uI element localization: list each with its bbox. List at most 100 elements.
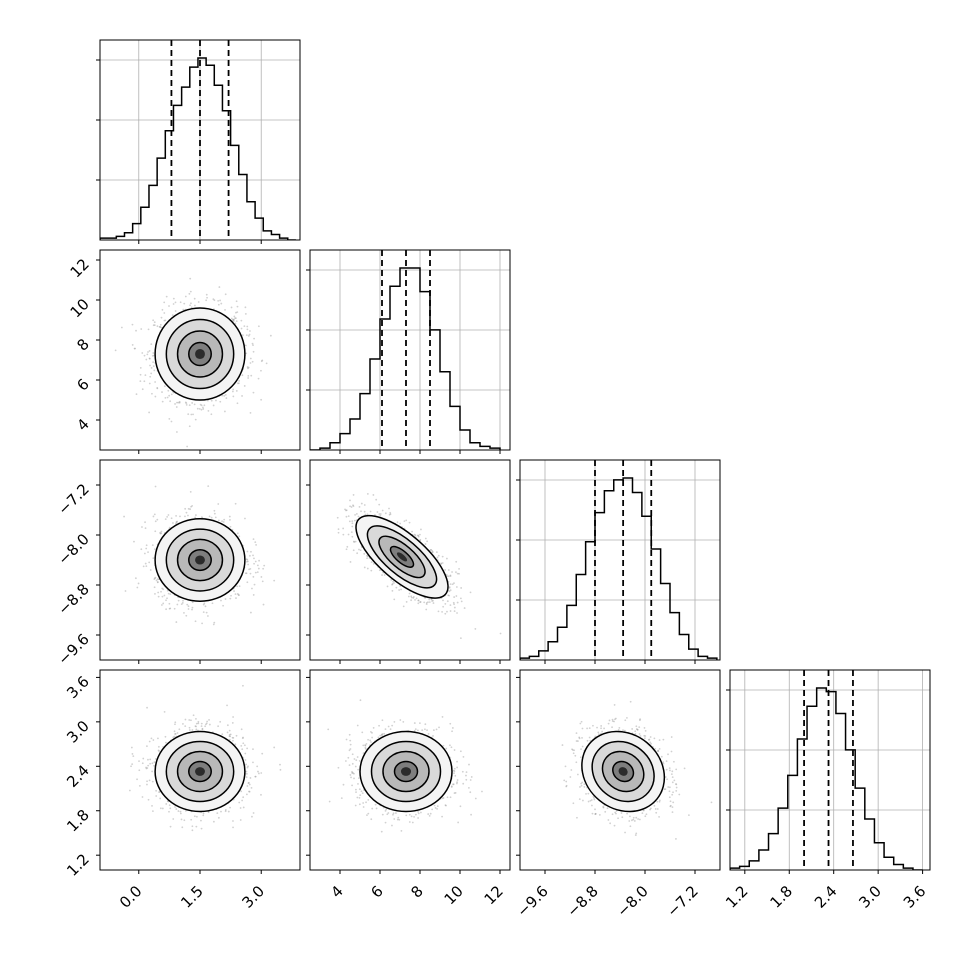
scatter-point: [183, 302, 186, 305]
scatter-point: [206, 296, 208, 299]
scatter-point: [253, 583, 256, 586]
scatter-point: [417, 534, 419, 537]
scatter-point: [248, 333, 251, 336]
scatter-point: [237, 593, 240, 596]
scatter-point: [230, 594, 232, 597]
scatter-point: [224, 293, 227, 296]
scatter-point: [154, 485, 157, 488]
scatter-point: [156, 325, 159, 328]
scatter-point: [245, 560, 248, 563]
scatter-point: [440, 562, 443, 565]
scatter-point: [456, 612, 458, 614]
panel-frame: [519, 459, 721, 661]
scatter-point: [447, 575, 450, 578]
scatter-point: [194, 418, 197, 421]
scatter-point: [184, 507, 187, 510]
scatter-point: [447, 569, 450, 571]
scatter-point: [171, 314, 174, 317]
scatter-point: [399, 522, 402, 525]
scatter-point: [363, 552, 366, 555]
scatter-point: [351, 535, 354, 538]
scatter-point: [238, 585, 241, 588]
scatter-point: [261, 580, 264, 583]
scatter-point: [224, 393, 227, 396]
scatter-point: [174, 301, 177, 304]
scatter-point: [174, 310, 177, 312]
scatter-point: [187, 413, 190, 416]
scatter-point: [190, 302, 192, 305]
scatter-point: [201, 622, 203, 625]
scatter-point: [168, 602, 171, 605]
scatter-point: [437, 554, 440, 557]
scatter-point: [408, 521, 411, 524]
scatter-point: [431, 551, 434, 554]
scatter-point: [235, 317, 237, 320]
scatter-point: [352, 549, 355, 552]
scatter-point: [192, 413, 194, 416]
scatter-point: [154, 530, 157, 533]
histogram-panel: [516, 459, 721, 664]
scatter-point: [210, 516, 213, 519]
scatter-point: [235, 300, 238, 303]
scatter-point: [204, 605, 207, 608]
scatter-point: [189, 490, 192, 493]
scatter-point: [154, 381, 157, 383]
scatter-point: [236, 311, 239, 314]
scatter-point: [148, 411, 151, 414]
scatter-point: [248, 554, 251, 557]
scatter-point: [249, 611, 252, 614]
scatter-point: [389, 513, 392, 515]
scatter-point: [384, 512, 387, 515]
scatter-point: [139, 373, 142, 376]
scatter-point: [342, 527, 345, 530]
scatter-point: [160, 530, 163, 533]
scatter-point: [175, 431, 178, 433]
density-panel: [96, 459, 301, 664]
scatter-point: [185, 402, 188, 405]
scatter-point: [168, 526, 171, 529]
scatter-point: [250, 787, 253, 789]
scatter-point: [142, 565, 145, 568]
scatter-point: [353, 519, 356, 522]
scatter-point: [245, 558, 248, 561]
scatter-point: [431, 600, 433, 602]
scatter-point: [152, 739, 155, 741]
scatter-point: [202, 406, 204, 409]
scatter-point: [393, 598, 396, 601]
scatter-point: [244, 572, 247, 575]
scatter-point: [235, 597, 237, 599]
scatter-point: [181, 601, 184, 604]
scatter-point: [175, 621, 178, 623]
scatter-point: [191, 402, 194, 404]
scatter-point: [155, 579, 158, 582]
scatter-point: [164, 319, 167, 322]
scatter-point: [449, 589, 452, 592]
scatter-point: [235, 734, 238, 737]
scatter-point: [363, 510, 366, 513]
scatter-point: [431, 550, 434, 552]
scatter-point: [260, 369, 262, 372]
scatter-point: [352, 505, 355, 508]
scatter-point: [432, 599, 434, 602]
scatter-point: [430, 598, 433, 601]
scatter-point: [200, 408, 203, 411]
scatter-point: [256, 571, 259, 574]
scatter-point: [359, 549, 362, 552]
scatter-point: [247, 335, 250, 337]
scatter-point: [148, 357, 151, 360]
scatter-point: [449, 575, 452, 578]
scatter-point: [244, 313, 247, 315]
scatter-point: [253, 562, 255, 565]
scatter-point: [411, 530, 413, 533]
scatter-point: [175, 514, 177, 517]
scatter-point: [145, 565, 148, 568]
scatter-point: [195, 717, 197, 720]
scatter-point: [424, 537, 427, 540]
scatter-point: [347, 515, 350, 518]
scatter-point: [236, 532, 239, 535]
scatter-point: [236, 305, 239, 308]
scatter-point: [352, 504, 354, 507]
scatter-point: [252, 594, 255, 596]
histogram-panel: [96, 39, 301, 244]
scatter-point: [153, 324, 156, 327]
